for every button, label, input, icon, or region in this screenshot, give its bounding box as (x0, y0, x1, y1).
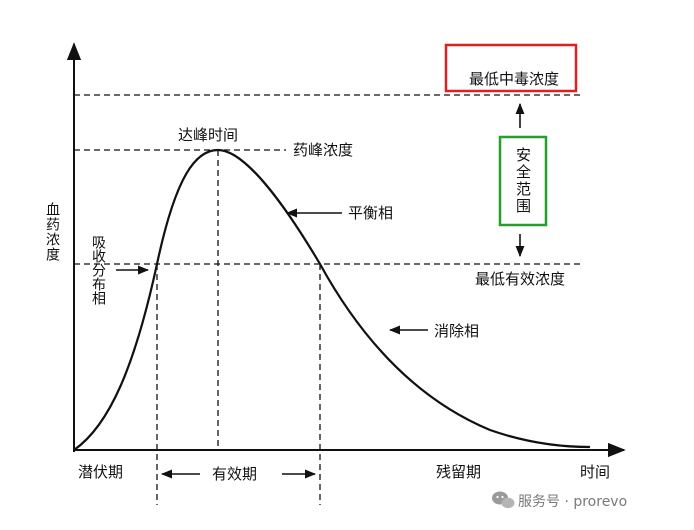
residual-period-label: 残留期 (436, 463, 481, 481)
watermark-text: 服务号 · prorevo (518, 494, 627, 510)
y-axis-label: 血药浓度 (44, 202, 60, 262)
effective-period-label: 有效期 (212, 465, 257, 483)
concentration-curve (73, 148, 591, 451)
absorption-phase-label: 吸收分布相 (90, 235, 106, 305)
max-toxic-label: 最低中毒浓度 (469, 70, 559, 88)
wechat-icon (492, 491, 515, 509)
peak-time-label: 达峰时间 (178, 126, 238, 144)
latent-period-label: 潜伏期 (78, 463, 123, 481)
max-toxic-box (444, 43, 578, 93)
peak-concentration-label: 药峰浓度 (293, 141, 353, 159)
safe-range-box (498, 135, 548, 227)
elimination-phase-label: 消除相 (434, 322, 479, 340)
safe-range-label: 安全范围 (514, 147, 532, 215)
watermark: 服务号 · prorevo (492, 491, 627, 510)
x-axis-label: 时间 (580, 463, 610, 481)
min-effective-label: 最低有效浓度 (475, 270, 565, 288)
balance-phase-label: 平衡相 (348, 204, 393, 222)
